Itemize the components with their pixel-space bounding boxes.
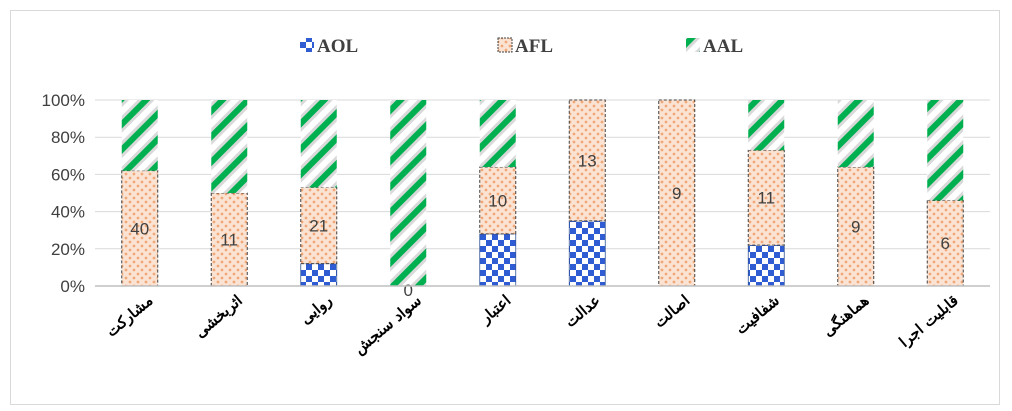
legend-label-afl: AFL — [515, 36, 553, 57]
bar-afl — [658, 99, 696, 287]
category-label: هماهنگی — [819, 291, 872, 340]
data-label: 6 — [941, 234, 950, 253]
data-label: 11 — [757, 189, 775, 208]
bar-afl — [926, 199, 964, 287]
bar-aol — [300, 263, 338, 287]
legend-label-aal: AAL — [703, 36, 743, 57]
data-label: 10 — [488, 191, 507, 210]
legend-label-aol: AOL — [317, 36, 358, 57]
category-label: سواد سنجش — [350, 291, 425, 358]
y-tick-label: 20% — [51, 240, 85, 259]
legend: AOL AFL AAL — [300, 36, 743, 57]
bar-afl — [837, 166, 875, 287]
legend-swatch-aal — [686, 38, 700, 52]
bar-afl — [479, 166, 517, 235]
data-label: 9 — [672, 184, 681, 203]
category-label: روایی — [297, 291, 336, 328]
category-label: قابلیت اجرا — [896, 291, 962, 351]
y-tick-label: 60% — [51, 165, 85, 184]
bar-aal — [927, 100, 964, 201]
data-label: 0 — [404, 281, 413, 300]
data-label: 9 — [851, 217, 860, 236]
bar-aal — [390, 100, 427, 286]
data-label: 40 — [130, 219, 149, 238]
data-label: 13 — [578, 151, 597, 170]
bar-aol — [568, 220, 606, 287]
category-label: عدالت — [561, 291, 603, 331]
data-label: 21 — [309, 217, 328, 236]
legend-swatch-aol — [300, 38, 314, 52]
category-label: شفافیت — [732, 291, 783, 338]
bar-aal — [479, 100, 516, 167]
bar-aal — [121, 100, 158, 171]
y-tick-label: 100% — [42, 91, 85, 110]
y-tick-label: 40% — [51, 203, 85, 222]
legend-swatch-afl — [497, 37, 513, 53]
bar-aol — [747, 244, 785, 287]
data-label: 11 — [220, 231, 238, 250]
bar-afl — [300, 186, 338, 265]
category-label: اصالت — [651, 291, 694, 331]
bar-aal — [748, 100, 785, 151]
y-tick-label: 0% — [60, 277, 85, 296]
category-label: مشارکت — [103, 291, 157, 340]
category-label: اعتبار — [476, 291, 514, 327]
bar-afl — [568, 99, 606, 222]
bar-aal — [300, 100, 337, 188]
bars — [121, 99, 964, 287]
bar-aal — [837, 100, 874, 167]
bar-aal — [211, 100, 248, 193]
data-labels: 40 11 21 0 10 13 9 11 9 6 — [130, 151, 950, 300]
category-label: اثربخشی — [191, 291, 246, 341]
y-tick-label: 80% — [51, 128, 85, 147]
bar-aol — [479, 233, 517, 287]
